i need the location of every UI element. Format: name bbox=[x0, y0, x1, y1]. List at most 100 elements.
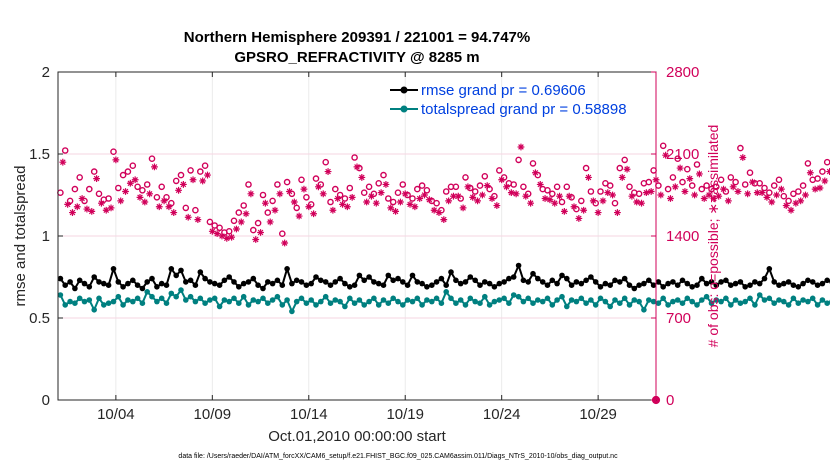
totalspread-point bbox=[525, 295, 531, 302]
rmse-point bbox=[554, 280, 560, 287]
legend-marker-spread bbox=[400, 105, 408, 113]
obs-possible-point bbox=[515, 156, 522, 164]
obs-possible-point bbox=[331, 185, 339, 193]
obs-assimilated-point bbox=[753, 189, 761, 197]
totalspread-point bbox=[491, 298, 498, 305]
rmse-point bbox=[477, 282, 483, 289]
totalspread-point bbox=[342, 303, 348, 310]
obs-assimilated-point bbox=[199, 177, 207, 185]
obs-assimilated-point bbox=[83, 205, 91, 213]
obs-possible-point bbox=[235, 209, 243, 216]
obs-assimilated-point bbox=[551, 199, 559, 207]
rmse-point bbox=[578, 280, 585, 287]
obs-assimilated-point bbox=[117, 197, 125, 205]
rmse-point bbox=[96, 279, 102, 285]
rmse-point bbox=[322, 279, 329, 285]
totalspread-point bbox=[646, 297, 652, 303]
obs-possible-point bbox=[283, 178, 291, 186]
rmse-point bbox=[655, 279, 662, 285]
obs-assimilated-point bbox=[560, 208, 568, 215]
rmse-point bbox=[626, 282, 633, 289]
totalspread-point bbox=[168, 290, 175, 297]
rmse-point bbox=[650, 282, 657, 289]
totalspread-point bbox=[520, 298, 527, 305]
obs-possible-point bbox=[336, 191, 344, 199]
totalspread-point bbox=[236, 300, 242, 307]
rmse-point bbox=[612, 277, 618, 284]
totalspread-point bbox=[149, 293, 155, 300]
totalspread-point bbox=[125, 297, 131, 303]
obs-possible-point bbox=[298, 176, 305, 184]
obs-assimilated-point bbox=[594, 209, 602, 216]
rmse-point bbox=[342, 280, 348, 287]
obs-possible-point bbox=[245, 181, 252, 188]
totalspread-point bbox=[390, 295, 397, 302]
rmse-point bbox=[332, 279, 339, 285]
totalspread-point bbox=[535, 297, 541, 303]
legend-marker-rmse bbox=[400, 86, 408, 94]
rmse-point bbox=[158, 280, 165, 287]
obs-assimilated-point bbox=[739, 154, 747, 161]
rmse-point bbox=[448, 269, 454, 275]
obs-possible-point bbox=[621, 156, 629, 164]
obs-possible-point bbox=[71, 185, 79, 193]
totalspread-point bbox=[689, 298, 695, 305]
rmse-point bbox=[356, 272, 363, 279]
totalspread-point bbox=[482, 293, 488, 300]
rmse-point bbox=[207, 279, 213, 285]
obs-possible-point bbox=[563, 183, 571, 191]
obs-possible-point bbox=[770, 182, 778, 189]
obs-assimilated-point bbox=[758, 189, 766, 197]
totalspread-point bbox=[424, 297, 430, 303]
rmse-point bbox=[718, 279, 724, 285]
totalspread-point bbox=[752, 302, 758, 308]
totalspread-point bbox=[96, 295, 102, 302]
legend-label-rmse: rmse grand pr = 0.69606 bbox=[421, 82, 586, 99]
obs-assimilated-point bbox=[170, 209, 178, 216]
obs-possible-point bbox=[664, 185, 672, 193]
obs-possible-point bbox=[553, 183, 561, 191]
totalspread-point bbox=[226, 298, 232, 305]
obs-assimilated-point bbox=[98, 199, 105, 207]
totalspread-point bbox=[699, 297, 705, 303]
y-axis-label-left: rmse and totalspread bbox=[12, 166, 29, 307]
obs-assimilated-point bbox=[667, 195, 674, 202]
obs-assimilated-point bbox=[59, 158, 67, 166]
obs-assimilated-point bbox=[483, 182, 491, 190]
obs-assimilated-point bbox=[160, 197, 168, 205]
rmse-point bbox=[457, 280, 464, 287]
totalspread-point bbox=[814, 302, 821, 308]
rmse-point bbox=[621, 275, 628, 282]
rmse-point bbox=[771, 279, 777, 285]
obs-assimilated-point bbox=[570, 203, 578, 211]
obs-assimilated-point bbox=[724, 197, 732, 205]
obs-possible-point bbox=[746, 169, 754, 176]
obs-assimilated-point bbox=[194, 216, 202, 223]
totalspread-point bbox=[703, 293, 710, 300]
rmse-point bbox=[535, 275, 541, 282]
chart-title-line1: Northern Hemisphere 209391 / 221001 = 94… bbox=[184, 29, 530, 46]
totalspread-point bbox=[414, 295, 421, 302]
rmse-point bbox=[713, 282, 720, 289]
obs-assimilated-point bbox=[657, 191, 665, 199]
obs-assimilated-point bbox=[131, 176, 139, 184]
obs-assimilated-point bbox=[474, 197, 481, 205]
totalspread-point bbox=[332, 297, 339, 303]
totalspread-point bbox=[674, 297, 681, 303]
rmse-point bbox=[564, 275, 570, 282]
obs-possible-point bbox=[240, 202, 247, 209]
totalspread-point bbox=[453, 300, 459, 307]
rmse-point bbox=[154, 284, 160, 290]
obs-assimilated-point bbox=[126, 179, 134, 187]
y-tick-label-right: 2800 bbox=[666, 64, 699, 81]
totalspread-point bbox=[737, 300, 744, 307]
obs-possible-point bbox=[293, 204, 301, 212]
x-tick-label: 10/09 bbox=[194, 406, 232, 423]
obs-assimilated-point bbox=[175, 186, 182, 194]
rmse-point bbox=[679, 277, 686, 284]
obs-possible-point bbox=[732, 178, 739, 186]
obs-assimilated-point bbox=[146, 190, 154, 198]
rmse-point bbox=[438, 275, 445, 282]
rmse-point bbox=[269, 280, 276, 287]
obs-assimilated-point bbox=[300, 185, 308, 193]
